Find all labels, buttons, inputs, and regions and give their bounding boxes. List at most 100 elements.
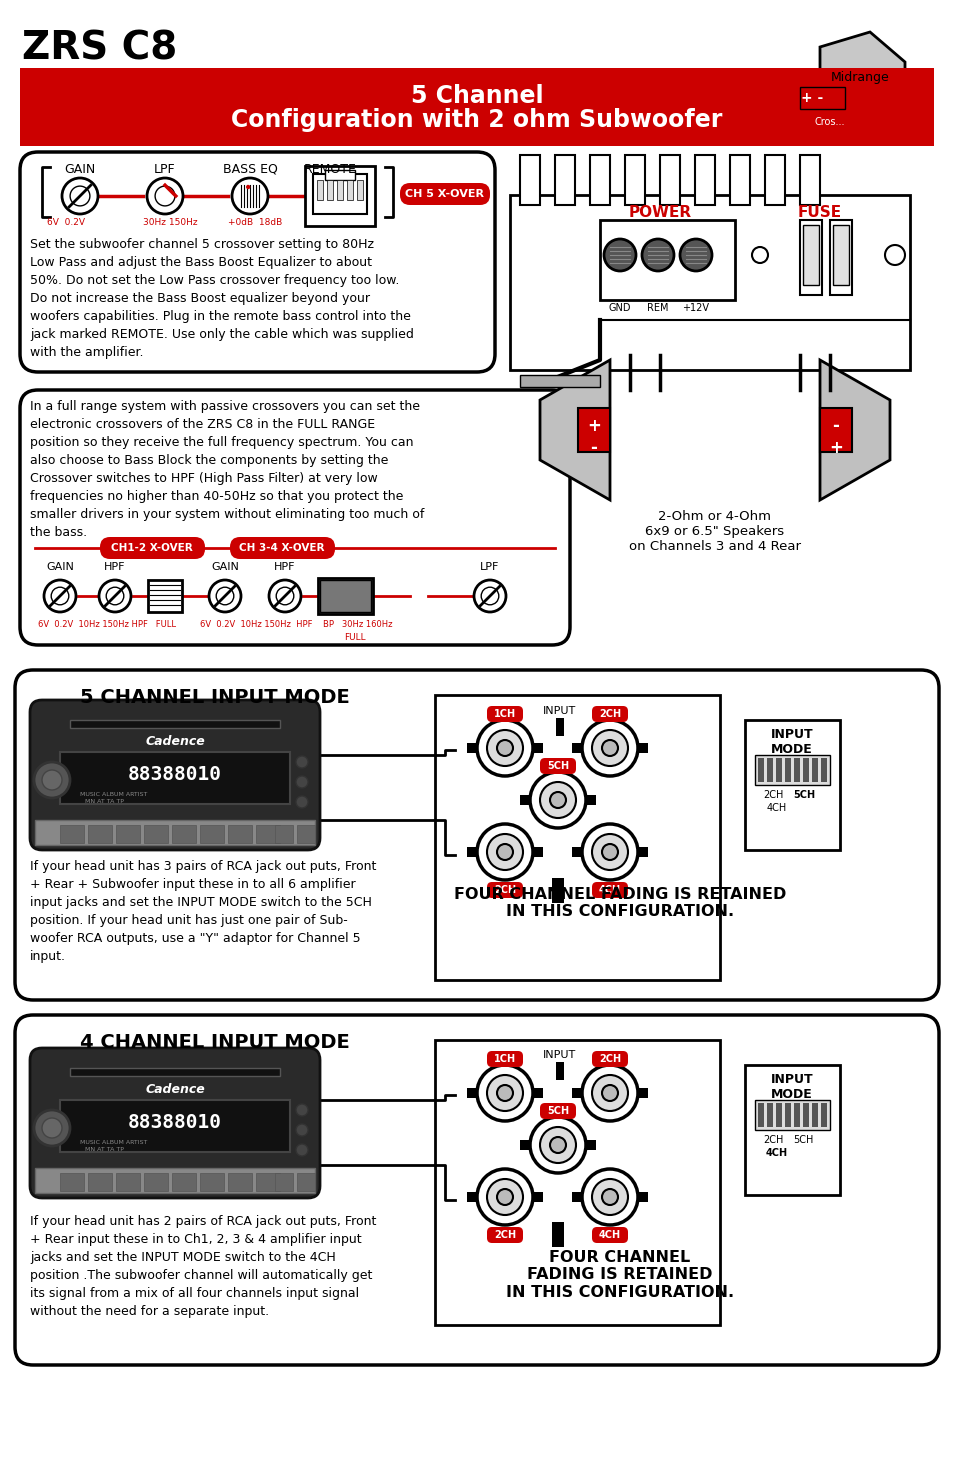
Text: Set the subwoofer channel 5 crossover setting to 80Hz
Low Pass and adjust the Ba: Set the subwoofer channel 5 crossover se… (30, 238, 414, 358)
Text: Cadence: Cadence (145, 1083, 205, 1096)
Circle shape (269, 579, 301, 612)
Bar (519, 155, 539, 205)
Text: 1CH: 1CH (494, 1053, 516, 1064)
Bar (758, 758, 763, 783)
Circle shape (232, 178, 268, 214)
Circle shape (155, 186, 174, 206)
Bar (467, 1192, 476, 1203)
Bar (255, 1173, 280, 1191)
Circle shape (295, 1144, 308, 1156)
Bar (228, 825, 252, 843)
Text: 5CH: 5CH (792, 790, 814, 800)
Text: GAIN: GAIN (64, 162, 95, 176)
Bar (800, 113, 859, 132)
Bar (172, 1173, 195, 1191)
Bar (638, 1088, 647, 1099)
Circle shape (601, 1189, 618, 1206)
Bar (572, 847, 581, 857)
Text: CH1-2 X-OVER: CH1-2 X-OVER (111, 543, 193, 553)
FancyBboxPatch shape (486, 1227, 522, 1244)
Text: MN AT TA TP: MN AT TA TP (85, 1147, 124, 1151)
Bar (829, 219, 851, 296)
Text: 5CH: 5CH (546, 1106, 569, 1116)
Bar (274, 1173, 293, 1191)
Bar (144, 1173, 168, 1191)
Circle shape (581, 824, 638, 881)
Bar (802, 1103, 808, 1127)
Text: ZRS C8: ZRS C8 (22, 31, 177, 67)
Text: INPUT
MODE: INPUT MODE (770, 1072, 813, 1102)
Bar (296, 1173, 314, 1191)
Text: INPUT
MODE: INPUT MODE (770, 729, 813, 756)
Circle shape (884, 244, 904, 265)
Text: POWER: POWER (628, 205, 691, 219)
Bar (766, 1103, 772, 1127)
FancyBboxPatch shape (539, 1103, 576, 1119)
Bar (313, 174, 367, 214)
Text: 88388010: 88388010 (128, 1113, 222, 1132)
Text: If your head unit has 3 pairs of RCA jack out puts, Front
+ Rear + Subwoofer inp: If your head unit has 3 pairs of RCA jac… (30, 860, 376, 963)
Circle shape (42, 1118, 62, 1138)
Bar (533, 1192, 542, 1203)
Bar (435, 695, 720, 980)
Text: 4CH: 4CH (766, 803, 786, 813)
Bar (638, 847, 647, 857)
Bar (467, 1088, 476, 1099)
FancyBboxPatch shape (30, 1048, 319, 1198)
Bar (764, 155, 784, 205)
Bar (811, 758, 817, 783)
Circle shape (530, 1116, 585, 1173)
Bar (766, 758, 772, 783)
Bar (556, 718, 563, 736)
FancyBboxPatch shape (592, 882, 627, 898)
Circle shape (51, 587, 69, 604)
Circle shape (480, 587, 498, 604)
Bar (800, 219, 821, 296)
Bar (116, 1173, 140, 1191)
Bar (821, 1103, 826, 1127)
Bar (296, 825, 314, 843)
Text: HPF: HPF (274, 562, 295, 572)
Circle shape (486, 834, 522, 870)
Text: FOUR CHANNEL
FADING IS RETAINED
IN THIS CONFIGURATION.: FOUR CHANNEL FADING IS RETAINED IN THIS … (505, 1249, 733, 1299)
Bar (775, 1103, 781, 1127)
Bar (695, 155, 714, 205)
Circle shape (99, 579, 131, 612)
Bar (467, 743, 476, 753)
Text: 1CH: 1CH (494, 710, 516, 718)
Bar (172, 825, 195, 843)
Bar (148, 579, 182, 612)
Bar (336, 180, 343, 200)
Text: 5 Channel: 5 Channel (410, 83, 543, 108)
Text: HPF: HPF (104, 562, 126, 572)
Circle shape (295, 756, 308, 768)
Bar (255, 825, 280, 843)
Bar (325, 170, 355, 180)
Bar (793, 758, 800, 783)
Bar (70, 720, 280, 729)
FancyBboxPatch shape (100, 537, 205, 559)
FancyBboxPatch shape (20, 152, 495, 372)
Bar (802, 758, 808, 783)
Bar (659, 155, 679, 205)
FancyBboxPatch shape (15, 1015, 938, 1365)
Text: GAIN: GAIN (46, 562, 74, 572)
Circle shape (592, 834, 627, 870)
Circle shape (295, 775, 308, 789)
Text: -: - (832, 417, 839, 435)
Bar (729, 155, 749, 205)
Text: 4CH: 4CH (598, 1230, 620, 1241)
Circle shape (486, 1179, 522, 1214)
Bar (88, 1173, 112, 1191)
Circle shape (216, 587, 233, 604)
Text: BASS EQ: BASS EQ (222, 162, 277, 176)
Circle shape (476, 1169, 533, 1225)
Bar (802, 225, 818, 285)
Text: REMOTE: REMOTE (303, 162, 356, 176)
Circle shape (641, 238, 673, 271)
Bar (200, 1173, 224, 1191)
Text: 2CH: 2CH (762, 790, 782, 800)
Bar (88, 825, 112, 843)
Text: Midrange: Midrange (830, 70, 888, 83)
Text: INPUT: INPUT (543, 707, 576, 715)
